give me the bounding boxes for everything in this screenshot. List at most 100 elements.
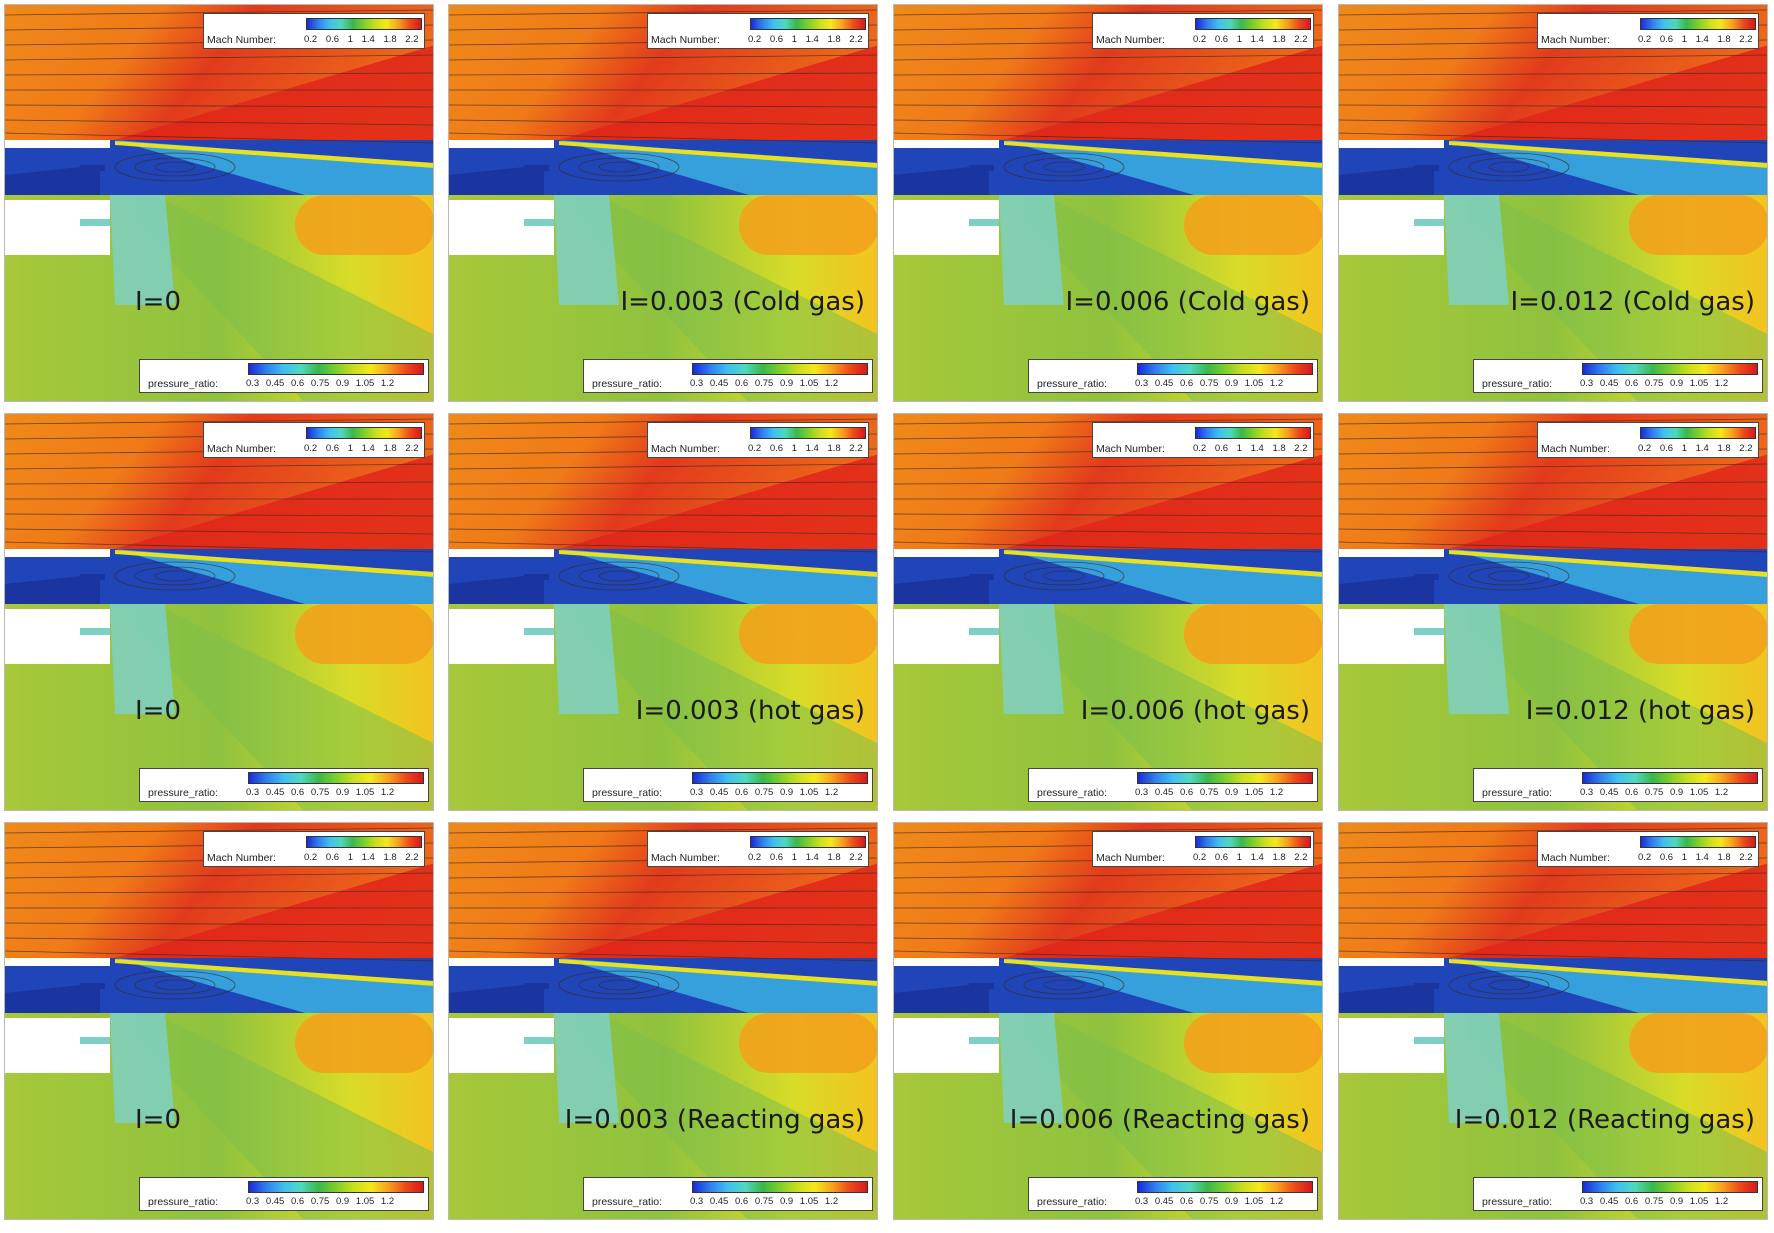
mach-number-legend: Mach Number: 0.2 0.6 1 1.4 1.8 2.2 [1092,13,1314,49]
pressure-legend-ticks: 0.3 0.45 0.6 0.75 0.9 1.05 1.2 [1580,787,1729,798]
cfd-panel-2-1: Mach Number: 0.2 0.6 1 1.4 1.8 2.2 I=0 p… [4,413,434,811]
mach-legend-ticks: 0.2 0.6 1 1.4 1.8 2.2 [304,443,419,454]
case-label: I=0 [135,1105,181,1135]
mach-colorbar [1640,836,1756,848]
mach-number-legend: Mach Number: 0.2 0.6 1 1.4 1.8 2.2 [647,831,869,867]
mach-colorbar [1195,427,1311,439]
mach-legend-ticks: 0.2 0.6 1 1.4 1.8 2.2 [1638,443,1753,454]
flow-field-image [449,5,877,401]
mach-legend-ticks: 0.2 0.6 1 1.4 1.8 2.2 [304,34,419,45]
cfd-panel-1-3: Mach Number: 0.2 0.6 1 1.4 1.8 2.2 I=0.0… [893,4,1323,402]
pressure-legend-label: pressure_ratio: [148,378,219,390]
pressure-ratio-legend: pressure_ratio: 0.3 0.45 0.6 0.75 0.9 1.… [1028,768,1318,802]
pressure-colorbar [248,1181,424,1193]
pressure-colorbar [248,363,424,375]
mach-number-legend: Mach Number: 0.2 0.6 1 1.4 1.8 2.2 [203,831,425,867]
mach-colorbar [1195,836,1311,848]
pressure-colorbar [248,772,424,784]
pressure-colorbar [1137,772,1313,784]
case-label: I=0.012 (hot gas) [1525,696,1755,726]
pressure-colorbar [692,772,868,784]
mach-legend-label: Mach Number: [1096,852,1165,864]
case-label: I=0.003 (Reacting gas) [564,1105,865,1135]
case-label: I=0.003 (hot gas) [635,696,865,726]
cfd-panel-3-2: Mach Number: 0.2 0.6 1 1.4 1.8 2.2 I=0.0… [448,822,878,1220]
flow-field-image [1339,5,1767,401]
case-label: I=0.003 (Cold gas) [620,287,865,317]
pressure-ratio-legend: pressure_ratio: 0.3 0.45 0.6 0.75 0.9 1.… [583,359,873,393]
cfd-panel-2-3: Mach Number: 0.2 0.6 1 1.4 1.8 2.2 I=0.0… [893,413,1323,811]
pressure-colorbar [692,363,868,375]
mach-colorbar [1640,427,1756,439]
mach-legend-ticks: 0.2 0.6 1 1.4 1.8 2.2 [748,443,863,454]
pressure-colorbar [1582,363,1758,375]
mach-number-legend: Mach Number: 0.2 0.6 1 1.4 1.8 2.2 [647,13,869,49]
flow-field-image [5,823,433,1219]
pressure-colorbar [1137,1181,1313,1193]
mach-legend-label: Mach Number: [1541,852,1610,864]
mach-legend-ticks: 0.2 0.6 1 1.4 1.8 2.2 [1193,852,1308,863]
mach-legend-ticks: 0.2 0.6 1 1.4 1.8 2.2 [748,34,863,45]
mach-number-legend: Mach Number: 0.2 0.6 1 1.4 1.8 2.2 [1537,422,1759,458]
pressure-legend-label: pressure_ratio: [592,378,663,390]
pressure-ratio-legend: pressure_ratio: 0.3 0.45 0.6 0.75 0.9 1.… [139,359,429,393]
mach-colorbar [1640,18,1756,30]
flow-field-image [894,823,1322,1219]
pressure-legend-ticks: 0.3 0.45 0.6 0.75 0.9 1.05 1.2 [1135,378,1284,389]
pressure-legend-ticks: 0.3 0.45 0.6 0.75 0.9 1.05 1.2 [246,1196,395,1207]
pressure-legend-ticks: 0.3 0.45 0.6 0.75 0.9 1.05 1.2 [690,378,839,389]
cfd-panel-1-1: Mach Number: 0.2 0.6 1 1.4 1.8 2.2 I=0 p… [4,4,434,402]
case-label: I=0.012 (Reacting gas) [1454,1105,1755,1135]
pressure-ratio-legend: pressure_ratio: 0.3 0.45 0.6 0.75 0.9 1.… [1473,359,1763,393]
cfd-panel-2-2: Mach Number: 0.2 0.6 1 1.4 1.8 2.2 I=0.0… [448,413,878,811]
case-label: I=0 [135,287,181,317]
mach-number-legend: Mach Number: 0.2 0.6 1 1.4 1.8 2.2 [203,13,425,49]
pressure-colorbar [1582,772,1758,784]
pressure-legend-ticks: 0.3 0.45 0.6 0.75 0.9 1.05 1.2 [1135,1196,1284,1207]
mach-number-legend: Mach Number: 0.2 0.6 1 1.4 1.8 2.2 [203,422,425,458]
pressure-legend-label: pressure_ratio: [1037,378,1108,390]
mach-colorbar [306,427,422,439]
pressure-legend-ticks: 0.3 0.45 0.6 0.75 0.9 1.05 1.2 [1135,787,1284,798]
mach-colorbar [750,427,866,439]
mach-colorbar [306,836,422,848]
pressure-ratio-legend: pressure_ratio: 0.3 0.45 0.6 0.75 0.9 1.… [1473,1177,1763,1211]
mach-number-legend: Mach Number: 0.2 0.6 1 1.4 1.8 2.2 [1092,422,1314,458]
pressure-legend-label: pressure_ratio: [1037,1196,1108,1208]
pressure-legend-ticks: 0.3 0.45 0.6 0.75 0.9 1.05 1.2 [246,787,395,798]
pressure-colorbar [692,1181,868,1193]
mach-number-legend: Mach Number: 0.2 0.6 1 1.4 1.8 2.2 [647,422,869,458]
pressure-legend-label: pressure_ratio: [1037,787,1108,799]
flow-field-image [449,823,877,1219]
pressure-legend-ticks: 0.3 0.45 0.6 0.75 0.9 1.05 1.2 [1580,378,1729,389]
case-label: I=0.006 (Cold gas) [1065,287,1310,317]
pressure-legend-label: pressure_ratio: [1482,378,1553,390]
mach-number-legend: Mach Number: 0.2 0.6 1 1.4 1.8 2.2 [1092,831,1314,867]
mach-legend-label: Mach Number: [651,852,720,864]
cfd-panel-3-4: Mach Number: 0.2 0.6 1 1.4 1.8 2.2 I=0.0… [1338,822,1768,1220]
flow-field-image [1339,414,1767,810]
mach-legend-label: Mach Number: [1541,443,1610,455]
mach-legend-ticks: 0.2 0.6 1 1.4 1.8 2.2 [1638,852,1753,863]
pressure-ratio-legend: pressure_ratio: 0.3 0.45 0.6 0.75 0.9 1.… [1028,359,1318,393]
mach-colorbar [750,18,866,30]
mach-number-legend: Mach Number: 0.2 0.6 1 1.4 1.8 2.2 [1537,831,1759,867]
pressure-legend-label: pressure_ratio: [148,1196,219,1208]
pressure-ratio-legend: pressure_ratio: 0.3 0.45 0.6 0.75 0.9 1.… [1028,1177,1318,1211]
flow-field-image [894,5,1322,401]
pressure-colorbar [1137,363,1313,375]
mach-legend-ticks: 0.2 0.6 1 1.4 1.8 2.2 [304,852,419,863]
pressure-legend-ticks: 0.3 0.45 0.6 0.75 0.9 1.05 1.2 [690,787,839,798]
mach-legend-label: Mach Number: [1541,34,1610,46]
mach-legend-label: Mach Number: [651,443,720,455]
mach-legend-ticks: 0.2 0.6 1 1.4 1.8 2.2 [748,852,863,863]
mach-legend-label: Mach Number: [207,443,276,455]
pressure-legend-ticks: 0.3 0.45 0.6 0.75 0.9 1.05 1.2 [690,1196,839,1207]
flow-field-image [449,414,877,810]
pressure-legend-label: pressure_ratio: [1482,787,1553,799]
pressure-legend-label: pressure_ratio: [592,787,663,799]
pressure-legend-label: pressure_ratio: [592,1196,663,1208]
pressure-legend-label: pressure_ratio: [1482,1196,1553,1208]
mach-legend-label: Mach Number: [207,34,276,46]
mach-legend-ticks: 0.2 0.6 1 1.4 1.8 2.2 [1638,34,1753,45]
